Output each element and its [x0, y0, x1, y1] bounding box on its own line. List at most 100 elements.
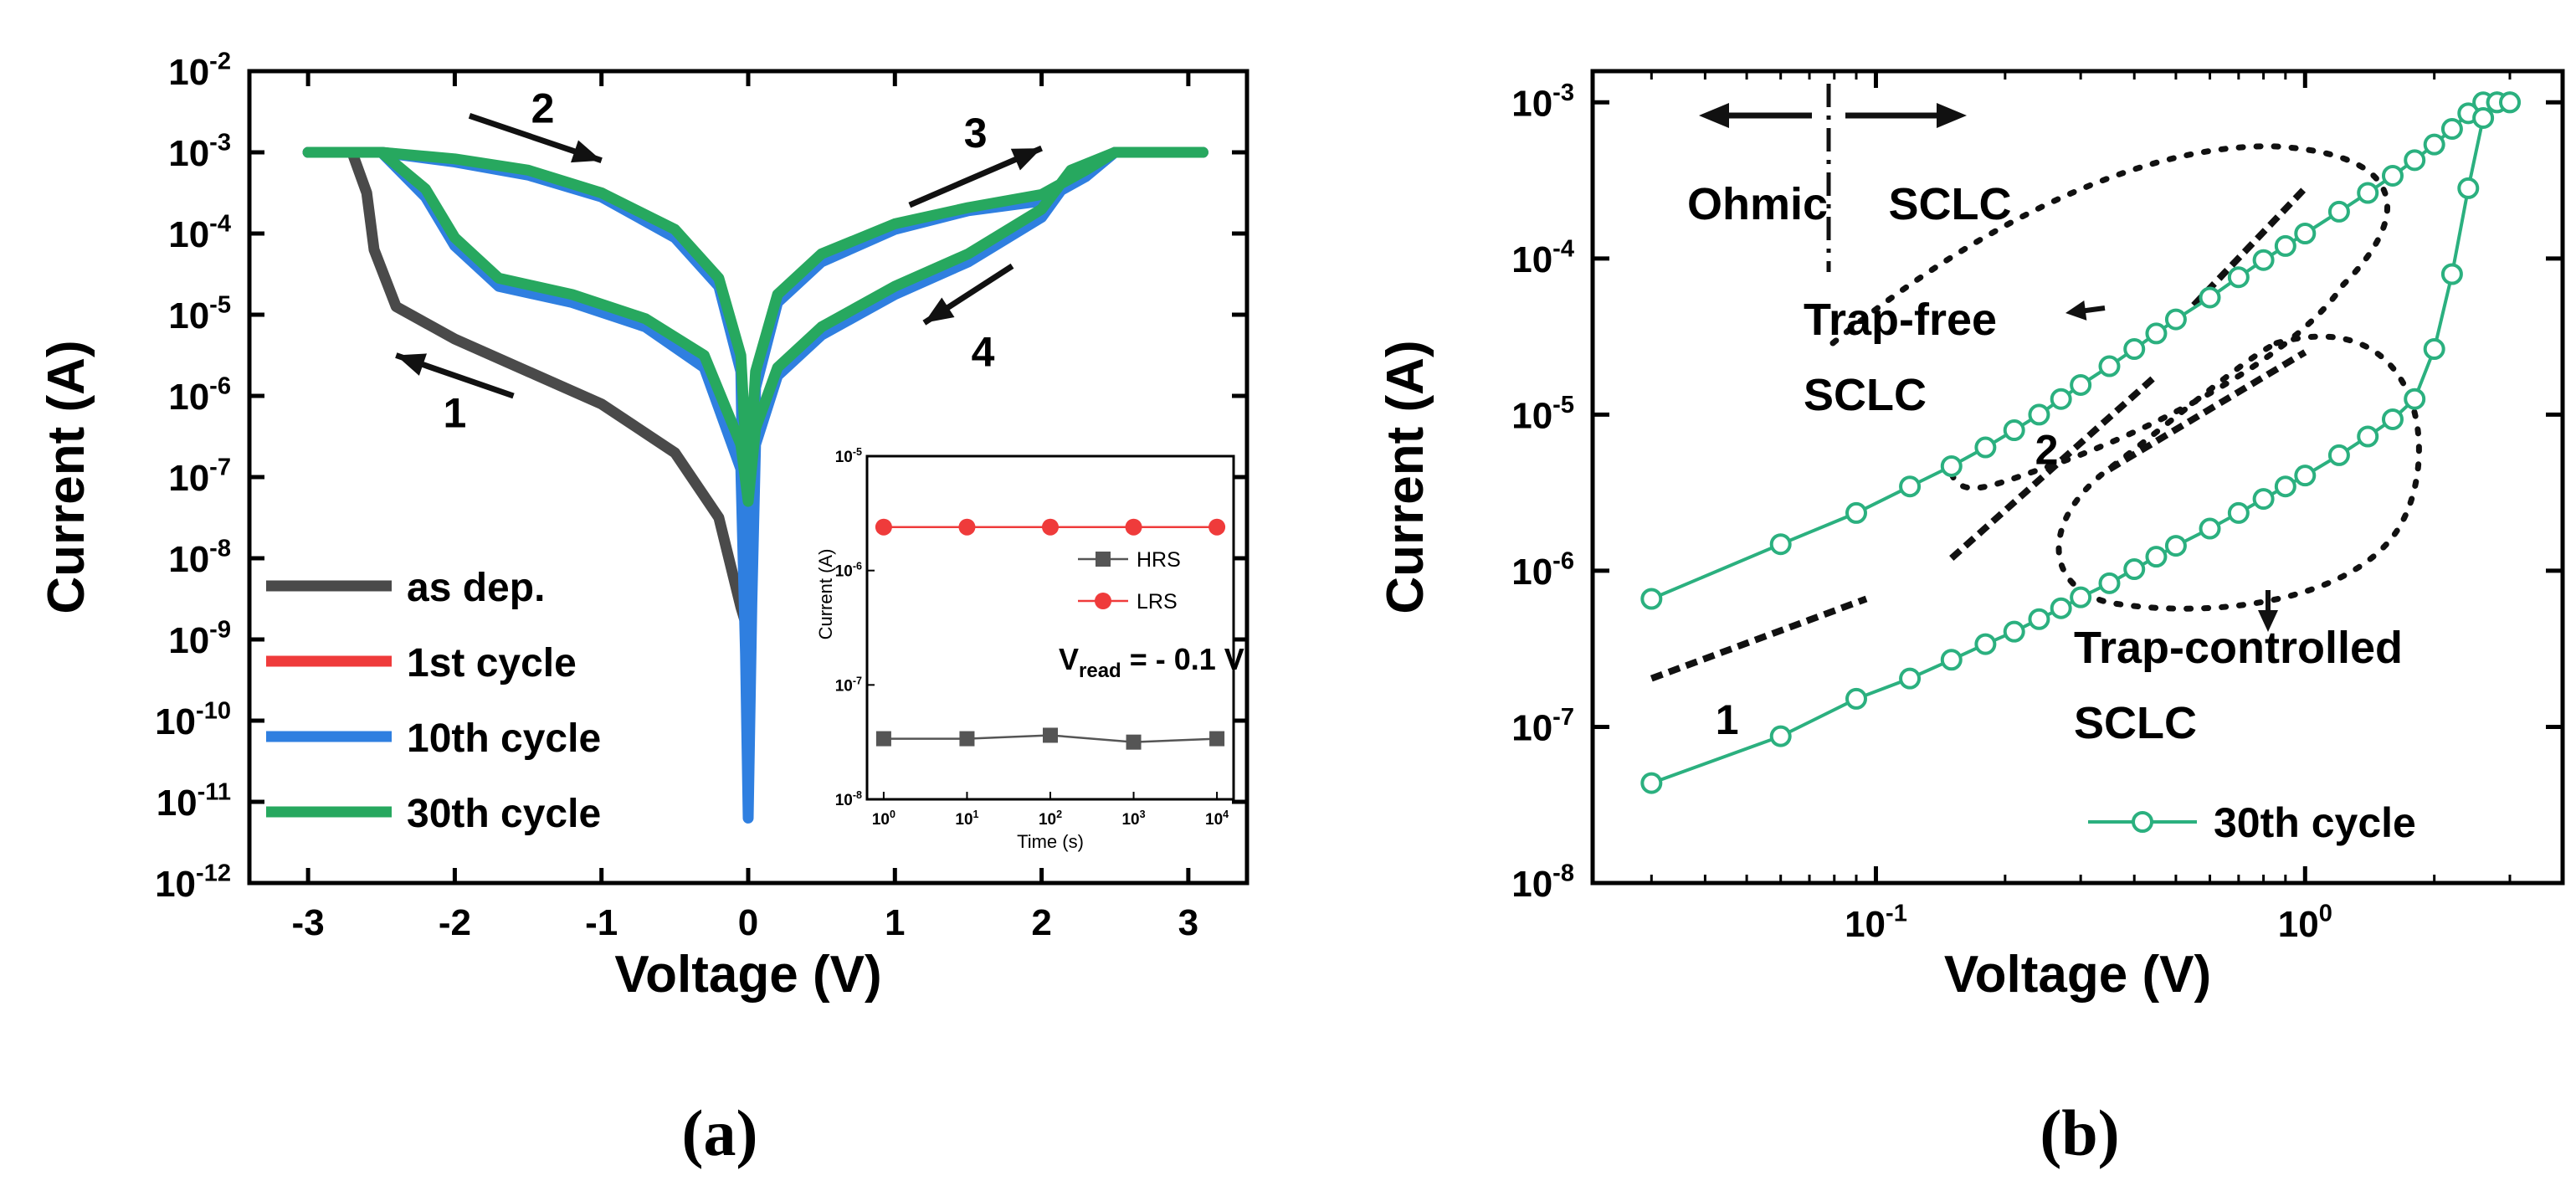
data-point-lower: [1845, 687, 1868, 710]
y-tick-label-base: 10: [1511, 707, 1552, 748]
y-tick-label-base: 10: [168, 214, 209, 255]
y-tick-label: 10-6: [168, 373, 231, 418]
y-tick-label-base: 10: [1511, 552, 1552, 593]
y-tick-label-exp: -9: [209, 617, 231, 644]
trap-controlled-sclc-label: SCLC: [2074, 698, 2197, 748]
y-tick-label: 10-3: [168, 130, 231, 174]
data-point-lower: [2327, 444, 2350, 466]
data-point-upper: [2199, 286, 2221, 309]
y-tick-label-exp: -8: [1552, 860, 1574, 887]
data-point-upper: [1769, 533, 1792, 556]
inset-x-tick-label-base: 10: [1205, 811, 1223, 829]
inset-x-tick-label-exp: 1: [973, 809, 979, 820]
y-tick-label: 10-7: [168, 454, 231, 499]
y-tick-label: 10-7: [1511, 704, 1574, 748]
data-point-lower: [2227, 501, 2250, 524]
inset-x-tick-label-exp: 2: [1056, 809, 1062, 820]
x-tick-label: -3: [292, 902, 325, 943]
inset-x-tick-label: 104: [1205, 809, 1229, 829]
data-point-upper: [1640, 588, 1663, 610]
data-point-upper: [2357, 182, 2379, 204]
y-tick-label: 10-8: [168, 536, 231, 580]
inset-x-axis-label: Time (s): [1017, 831, 1084, 852]
y-tick-label-exp: -2: [209, 49, 231, 75]
inset-y-axis-label: Current (A): [815, 549, 836, 640]
inset-point-lrs: [875, 518, 892, 536]
data-point-upper: [2274, 234, 2296, 257]
sclc-arrow-head: [1937, 103, 1967, 128]
y-tick-label-base: 10: [1511, 83, 1552, 124]
y-tick-label-exp: -7: [1552, 704, 1574, 731]
data-point-upper: [2123, 338, 2146, 361]
data-point-lower: [2294, 465, 2317, 487]
inset-x-tick-label-exp: 3: [1140, 809, 1146, 820]
x-tick-label: 3: [1178, 902, 1198, 943]
data-point-lower: [2028, 608, 2050, 630]
annotation-arrow-head: [571, 140, 602, 163]
data-point-upper: [2294, 223, 2317, 244]
panel-a: -3 -2 -1 0 1 2 310-210-310-410-510-610-710-810…: [38, 49, 1250, 1169]
data-point-lower: [2440, 263, 2463, 285]
ohmic-arrow-head: [1699, 103, 1729, 128]
inset-x-tick-label-base: 10: [955, 811, 972, 829]
sclc-label: SCLC: [1889, 179, 2012, 229]
y-tick-label-exp: -12: [196, 860, 231, 887]
inset-legend-label: LRS: [1137, 590, 1178, 614]
plot-frame: [1590, 69, 2565, 886]
trap-free-label: Trap-free: [1804, 295, 1997, 345]
trap-free-arrow-head: [2065, 300, 2087, 321]
y-tick-label-exp: -3: [1552, 80, 1574, 106]
inset-y-tick-label: 10-7: [835, 675, 862, 695]
x-tick-label: 1: [885, 902, 905, 943]
trap-free-region-outline: [1829, 143, 2391, 491]
y-tick-label: 10-5: [168, 292, 231, 336]
vread-suffix: = - 0.1 V: [1121, 642, 1244, 676]
y-tick-label-base: 10: [168, 52, 209, 93]
y-tick-label: 10-5: [1511, 392, 1574, 436]
data-point-lower: [1940, 649, 1963, 671]
data-point-lower: [2457, 177, 2480, 199]
data-point-upper: [2440, 118, 2463, 141]
y-tick-label-exp: -5: [209, 292, 231, 319]
inset-y-tick-label-base: 10: [835, 449, 853, 466]
data-point-lower: [2498, 91, 2521, 114]
y-tick-label: 10-4: [1511, 235, 1574, 280]
annotation-arrow-head: [396, 353, 428, 376]
annotation-arrow-label: 2: [531, 85, 555, 132]
data-point-lower: [2070, 586, 2092, 608]
panel-label-a: (a): [682, 1096, 758, 1169]
y-tick-label-base: 10: [168, 377, 209, 418]
x-tick-label-exp: -1: [1886, 901, 1907, 927]
inset-frame: [865, 454, 1235, 801]
annotation-arrow-head: [1010, 148, 1042, 171]
y-tick-label-exp: -4: [1552, 235, 1574, 262]
data-point-lower: [2123, 558, 2146, 581]
y-axis-label: Current (A): [38, 340, 95, 614]
inset-x-tick-label: 101: [955, 809, 978, 829]
data-point-upper: [2381, 164, 2404, 187]
y-tick-label: 10-4: [168, 211, 231, 255]
y-tick-label-exp: -7: [209, 454, 231, 481]
x-tick-label: 2: [1031, 902, 1051, 943]
y-tick-label-base: 10: [1511, 864, 1552, 905]
data-point-lower: [1769, 725, 1792, 747]
vread-prefix: V: [1059, 642, 1079, 676]
inset-point-lrs: [1125, 518, 1142, 536]
inset-point-lrs: [1208, 518, 1226, 536]
annotation-arrow-label: 3: [964, 110, 988, 157]
legend-label: as dep.: [407, 566, 545, 610]
data-point-lower: [2357, 425, 2379, 448]
inset-y-tick-label: 10-8: [835, 789, 862, 809]
inset-legend-label: HRS: [1137, 548, 1181, 572]
inset-y-tick-label: 10-6: [835, 561, 862, 581]
data-point-lower: [2404, 388, 2426, 410]
y-tick-label-exp: -10: [196, 698, 231, 725]
x-axis-label: Voltage (V): [1944, 946, 2211, 1004]
inset-x-tick-label: 100: [872, 809, 895, 829]
y-tick-label-base: 10: [157, 783, 198, 824]
data-point-lower: [1899, 667, 1922, 690]
data-point-upper: [2145, 322, 2168, 345]
inset-point-lrs: [958, 518, 976, 536]
